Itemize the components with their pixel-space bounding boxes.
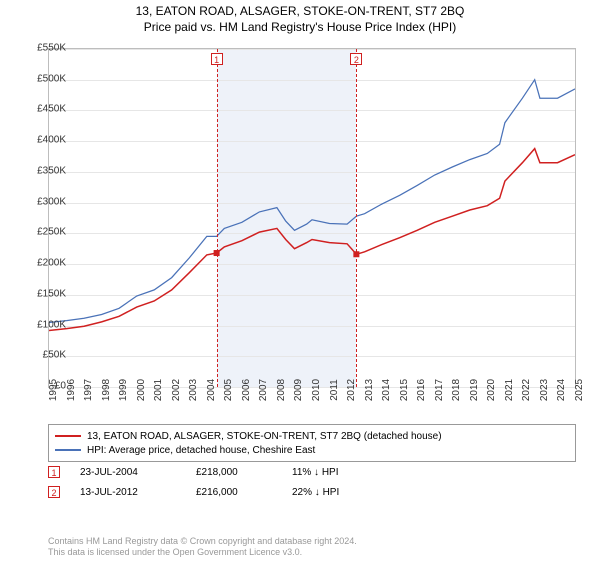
sale-hpi-delta: 11% ↓ HPI <box>292 467 392 478</box>
sale-row: 1 23-JUL-2004 £218,000 11% ↓ HPI <box>48 466 576 478</box>
footer: Contains HM Land Registry data © Crown c… <box>48 536 576 559</box>
x-axis-label: 2017 <box>434 379 445 401</box>
legend-item: 13, EATON ROAD, ALSAGER, STOKE-ON-TRENT,… <box>55 429 569 443</box>
x-axis-label: 2010 <box>311 379 322 401</box>
footer-line2: This data is licensed under the Open Gov… <box>48 547 576 558</box>
y-axis-label: £500K <box>22 73 66 84</box>
sale-vline <box>217 49 218 387</box>
y-axis-label: £250K <box>22 227 66 238</box>
marker-label: 1 <box>211 53 223 65</box>
x-axis-label: 2008 <box>276 379 287 401</box>
sale-row: 2 13-JUL-2012 £216,000 22% ↓ HPI <box>48 486 576 498</box>
x-axis-label: 2005 <box>223 379 234 401</box>
y-axis-label: £400K <box>22 135 66 146</box>
y-axis-label: £200K <box>22 258 66 269</box>
x-axis-label: 2007 <box>258 379 269 401</box>
sale-date: 23-JUL-2004 <box>80 467 190 478</box>
x-axis-label: 2025 <box>574 379 585 401</box>
y-axis-label: £50K <box>22 350 66 361</box>
x-axis-label: 2019 <box>469 379 480 401</box>
legend: 13, EATON ROAD, ALSAGER, STOKE-ON-TRENT,… <box>48 424 576 462</box>
y-axis-label: £300K <box>22 196 66 207</box>
legend-item: HPI: Average price, detached house, Ches… <box>55 443 569 457</box>
x-axis-label: 2002 <box>171 379 182 401</box>
marker-label: 2 <box>350 53 362 65</box>
chart: 12 <box>48 48 576 388</box>
page-title: 13, EATON ROAD, ALSAGER, STOKE-ON-TRENT,… <box>0 4 600 18</box>
x-axis-label: 2004 <box>206 379 217 401</box>
x-axis-label: 1995 <box>48 379 59 401</box>
x-axis-label: 1998 <box>101 379 112 401</box>
sale-marker-icon: 2 <box>48 486 60 498</box>
x-axis-label: 2011 <box>329 379 340 401</box>
x-axis-label: 2000 <box>136 379 147 401</box>
legend-swatch <box>55 449 81 451</box>
sale-marker-icon: 1 <box>48 466 60 478</box>
sale-vline <box>356 49 357 387</box>
y-axis-label: £550K <box>22 43 66 54</box>
x-axis-label: 2009 <box>293 379 304 401</box>
legend-label: 13, EATON ROAD, ALSAGER, STOKE-ON-TRENT,… <box>87 431 442 442</box>
sale-hpi-delta: 22% ↓ HPI <box>292 487 392 498</box>
x-axis-label: 2016 <box>416 379 427 401</box>
x-axis-label: 2021 <box>504 379 515 401</box>
footer-line1: Contains HM Land Registry data © Crown c… <box>48 536 576 547</box>
x-axis-label: 2001 <box>153 379 164 401</box>
x-axis-label: 2006 <box>241 379 252 401</box>
x-axis-label: 2022 <box>521 379 532 401</box>
x-axis-label: 2024 <box>556 379 567 401</box>
y-axis-label: £100K <box>22 319 66 330</box>
x-axis-label: 2015 <box>399 379 410 401</box>
sale-price: £218,000 <box>196 467 286 478</box>
page-subtitle: Price paid vs. HM Land Registry's House … <box>0 20 600 34</box>
x-axis-label: 2013 <box>364 379 375 401</box>
x-axis-label: 1996 <box>66 379 77 401</box>
x-axis-label: 2012 <box>346 379 357 401</box>
y-axis-label: £0 <box>22 381 66 392</box>
sale-date: 13-JUL-2012 <box>80 487 190 498</box>
x-axis-label: 2014 <box>381 379 392 401</box>
legend-label: HPI: Average price, detached house, Ches… <box>87 445 315 456</box>
x-axis-label: 1997 <box>83 379 94 401</box>
x-axis-label: 2003 <box>188 379 199 401</box>
x-axis-label: 2018 <box>451 379 462 401</box>
series-subject <box>49 149 575 331</box>
chart-svg <box>49 49 575 387</box>
x-axis-label: 1999 <box>118 379 129 401</box>
y-axis-label: £150K <box>22 288 66 299</box>
x-axis-label: 2023 <box>539 379 550 401</box>
x-axis-label: 2020 <box>486 379 497 401</box>
legend-swatch <box>55 435 81 437</box>
sale-price: £216,000 <box>196 487 286 498</box>
y-axis-label: £350K <box>22 165 66 176</box>
y-axis-label: £450K <box>22 104 66 115</box>
